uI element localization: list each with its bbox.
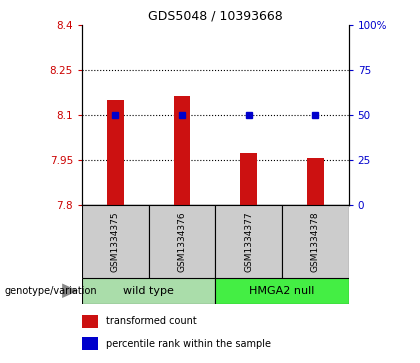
Text: GSM1334375: GSM1334375 [111,211,120,272]
Bar [173,96,190,205]
Bar [215,205,282,278]
Text: HMGA2 null: HMGA2 null [249,286,315,296]
Bar [307,158,323,205]
Bar [82,337,98,350]
Text: transformed count: transformed count [106,316,197,326]
Bar [240,153,257,205]
Bar [82,205,149,278]
Polygon shape [62,284,78,298]
Bar [82,315,98,328]
Text: genotype/variation: genotype/variation [4,286,97,296]
Text: GSM1334378: GSM1334378 [311,211,320,272]
Text: GSM1334376: GSM1334376 [177,211,186,272]
Bar [215,278,349,304]
Text: percentile rank within the sample: percentile rank within the sample [106,339,271,349]
Text: GSM1334377: GSM1334377 [244,211,253,272]
Bar [282,205,349,278]
Bar [107,100,123,205]
Title: GDS5048 / 10393668: GDS5048 / 10393668 [148,10,283,23]
Text: wild type: wild type [123,286,174,296]
Bar [82,278,215,304]
Bar [149,205,215,278]
